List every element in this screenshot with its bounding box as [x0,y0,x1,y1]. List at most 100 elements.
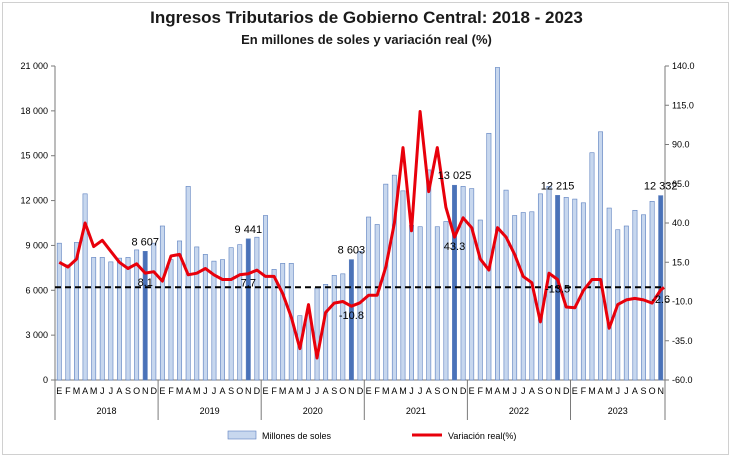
x-tick-label: F [374,386,380,396]
x-tick-label: A [494,386,500,396]
x-tick-label: O [133,386,140,396]
bar [142,251,148,381]
x-tick-label: N [554,386,561,396]
bar [503,189,509,381]
x-tick-label: F [581,386,587,396]
chart-frame [2,2,729,455]
bar [280,263,286,381]
x-tick-label: D [357,386,364,396]
bar [254,236,260,381]
x-tick-label: S [228,386,234,396]
bar [116,257,122,381]
bar [460,186,466,381]
bar [383,183,389,381]
y-left-tick-label: 15 000 [20,151,48,161]
x-tick-label: F [478,386,484,396]
bar [572,198,578,381]
x-tick-label: A [529,386,535,396]
data-label: 8 607 [131,236,159,248]
y-right-tick-label: 140.0 [672,61,695,71]
x-tick-label: J [203,386,208,396]
y-right-tick-label: -60.0 [672,375,693,385]
x-tick-label: M [176,386,184,396]
year-label: 2019 [200,406,220,416]
bar [211,260,217,381]
x-tick-label: D [151,386,158,396]
bar [495,67,500,381]
x-tick-label: E [572,386,578,396]
bar [469,188,475,381]
x-tick-label: E [366,386,372,396]
x-tick-label: A [632,386,638,396]
bar [563,197,569,381]
x-tick-label: E [469,386,475,396]
x-tick-label: D [460,386,467,396]
y-right-tick-label: 115.0 [672,100,694,110]
bar [159,225,165,381]
bar [91,257,97,381]
bar [589,152,595,381]
x-tick-label: S [537,386,543,396]
x-tick-label: O [236,386,243,396]
chart-subtitle: En millones de soles y variación real (%… [241,32,492,47]
x-tick-label: S [331,386,337,396]
x-tick-label: S [125,386,131,396]
x-tick-label: N [142,386,149,396]
x-tick-label: S [434,386,440,396]
data-label: 7.7 [241,278,256,290]
bar [245,238,251,381]
bar [417,226,423,381]
legend-label-bars: Millones de soles [262,431,332,441]
x-tick-label: F [271,386,277,396]
x-tick-label: D [254,386,261,396]
data-label: 9 441 [235,224,263,236]
x-tick-label: O [546,386,553,396]
data-label: 12 215 [541,180,575,192]
y-left-tick-label: 21 000 [20,61,48,71]
x-tick-label: O [442,386,449,396]
x-tick-label: N [348,386,355,396]
y-right-tick-label: 65.0 [672,179,690,189]
bar [314,287,320,381]
x-tick-label: J [418,386,423,396]
x-tick-label: M [279,386,287,396]
data-label: -2.6 [651,294,670,306]
bar [306,313,311,381]
year-label: 2018 [97,406,117,416]
bar [263,215,268,381]
series-line-variacion [58,110,665,360]
x-tick-label: A [220,386,226,396]
bar [220,259,225,381]
bar [641,214,646,381]
x-tick-label: J [315,386,320,396]
bar [623,225,629,381]
x-tick-label: S [641,386,647,396]
x-tick-label: D [563,386,570,396]
x-tick-label: J [521,386,526,396]
data-label: 13 025 [438,170,472,182]
x-tick-label: N [245,386,252,396]
x-tick-label: O [339,386,346,396]
x-tick-label: J [212,386,217,396]
bar [271,269,277,381]
bar [374,224,380,381]
x-tick-label: N [451,386,458,396]
data-label: -10.8 [339,310,364,322]
y-left-tick-label: 3 000 [25,330,48,340]
x-tick-label: M [90,386,98,396]
bar [598,131,604,381]
y-right-tick-label: -35.0 [672,336,693,346]
x-tick-label: E [56,386,62,396]
bar [434,226,440,381]
bar [400,190,406,381]
bar [606,207,612,381]
bar [56,242,62,381]
bar [649,201,655,381]
bar [194,246,200,381]
y-right-tick-label: 15.0 [672,257,690,267]
bar [632,209,638,381]
y-right-tick-label: 90.0 [672,140,690,150]
x-tick-label: M [73,386,81,396]
x-tick-label: A [391,386,397,396]
x-tick-label: M [605,386,613,396]
